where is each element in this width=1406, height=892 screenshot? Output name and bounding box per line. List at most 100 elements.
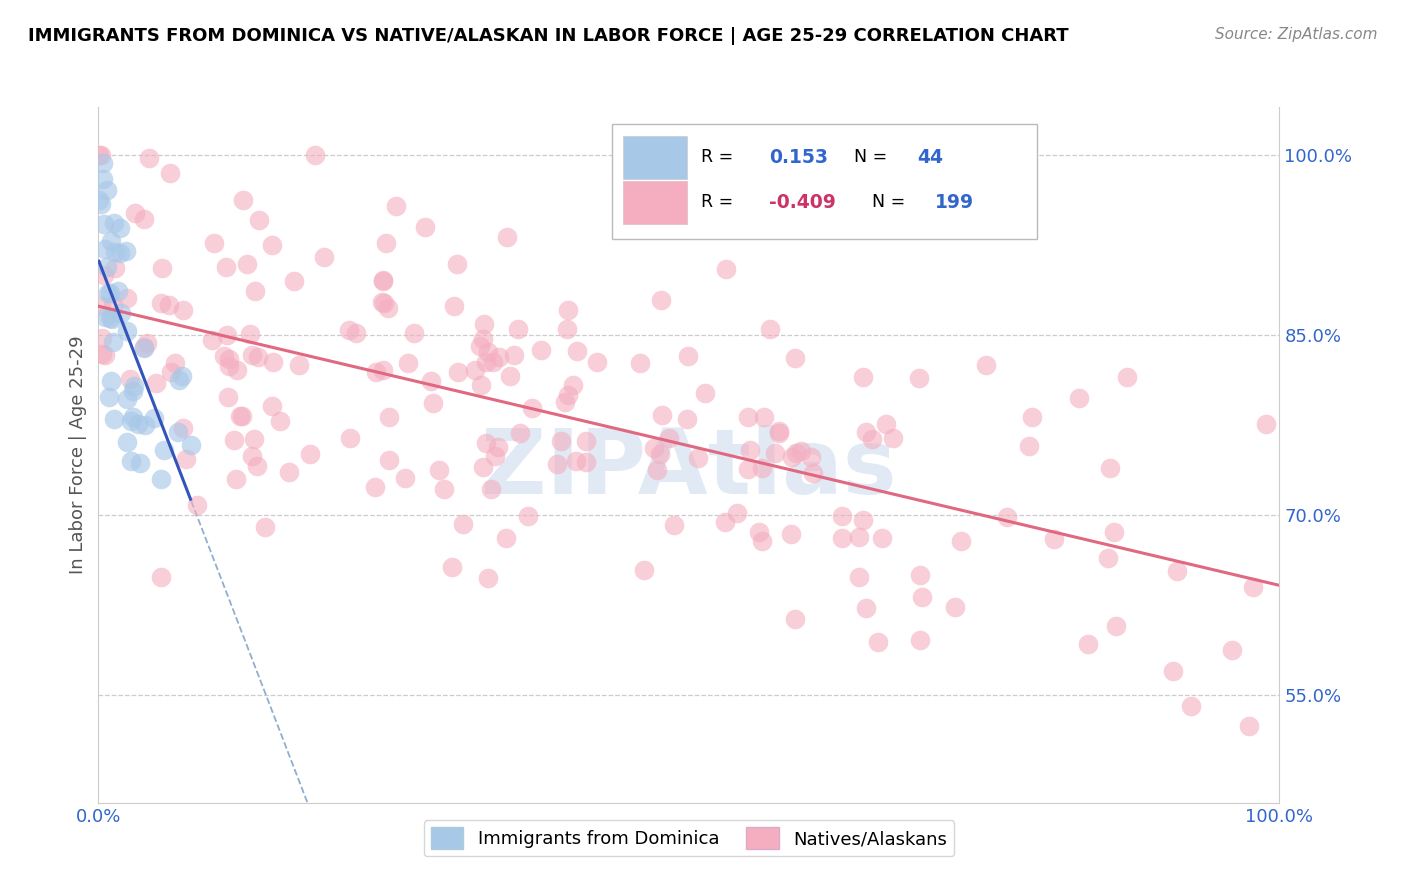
Point [371, 273, 394, 287]
Point [1256, 417, 1278, 431]
Point [763, 446, 786, 460]
Point [128, 456, 150, 470]
Point [115, 435, 138, 450]
Point [364, 366, 387, 380]
Point [93, 268, 115, 282]
Point [132, 340, 155, 354]
Point [783, 351, 806, 365]
Point [218, 351, 240, 366]
FancyBboxPatch shape [612, 124, 1038, 239]
Point [575, 434, 598, 448]
Point [470, 378, 492, 392]
Point [1043, 532, 1066, 546]
Point [479, 483, 502, 497]
Point [371, 362, 394, 376]
Point [298, 447, 321, 461]
Point [94, 348, 117, 362]
Point [650, 293, 672, 308]
Text: Source: ZipAtlas.com: Source: ZipAtlas.com [1215, 27, 1378, 42]
Point [120, 414, 142, 428]
Point [1161, 664, 1184, 678]
Point [138, 151, 160, 165]
Point [1115, 369, 1137, 384]
Point [446, 257, 468, 271]
Point [201, 333, 224, 347]
Point [676, 412, 699, 426]
Point [477, 344, 499, 359]
Point [1102, 524, 1125, 539]
Point [908, 632, 931, 647]
Text: 44: 44 [917, 148, 943, 167]
Point [152, 443, 174, 458]
Point [134, 211, 156, 226]
Point [150, 472, 173, 486]
Point [875, 417, 897, 431]
Point [737, 462, 759, 476]
Point [488, 350, 510, 364]
Point [562, 378, 585, 392]
Point [243, 432, 266, 446]
Point [800, 450, 823, 464]
Point [104, 260, 127, 275]
Point [186, 498, 208, 512]
Point [785, 446, 807, 460]
Point [93, 217, 115, 231]
Point [440, 560, 463, 574]
Point [751, 534, 773, 549]
Point [260, 238, 283, 252]
Point [472, 460, 495, 475]
Point [855, 600, 877, 615]
Point [628, 356, 651, 370]
Point [337, 323, 360, 337]
Point [848, 570, 870, 584]
Point [96, 183, 118, 197]
Point [304, 148, 326, 162]
Point [468, 339, 491, 353]
Point [472, 317, 495, 331]
Point [852, 370, 875, 384]
Point [120, 454, 142, 468]
Point [373, 296, 395, 310]
Point [100, 234, 122, 248]
Point [477, 571, 499, 585]
Point [172, 302, 194, 317]
Point [107, 284, 129, 298]
Point [396, 356, 419, 370]
Point [495, 531, 517, 545]
Point [145, 376, 167, 391]
Point [419, 374, 441, 388]
Point [974, 358, 997, 372]
Point [269, 414, 291, 428]
Point [949, 534, 972, 549]
Point [135, 336, 157, 351]
Point [738, 443, 761, 458]
Point [427, 463, 450, 477]
Point [1105, 619, 1128, 633]
Point [100, 374, 122, 388]
Point [262, 399, 284, 413]
Point [159, 166, 181, 180]
FancyBboxPatch shape [623, 136, 686, 178]
Point [554, 395, 576, 409]
Point [768, 425, 790, 440]
Point [517, 509, 540, 524]
Point [243, 284, 266, 298]
Point [159, 366, 181, 380]
Point [87, 194, 110, 208]
Point [218, 359, 240, 373]
Point [484, 450, 506, 464]
Point [520, 401, 543, 416]
Point [870, 531, 893, 545]
Point [1220, 643, 1243, 657]
Point [124, 206, 146, 220]
Point [1237, 719, 1260, 733]
Text: 199: 199 [935, 193, 974, 212]
Point [246, 458, 269, 473]
Point [104, 244, 127, 259]
Point [447, 365, 470, 379]
Point [278, 465, 301, 479]
Point [247, 213, 270, 227]
Point [364, 480, 387, 494]
Point [97, 390, 120, 404]
Point [676, 349, 699, 363]
